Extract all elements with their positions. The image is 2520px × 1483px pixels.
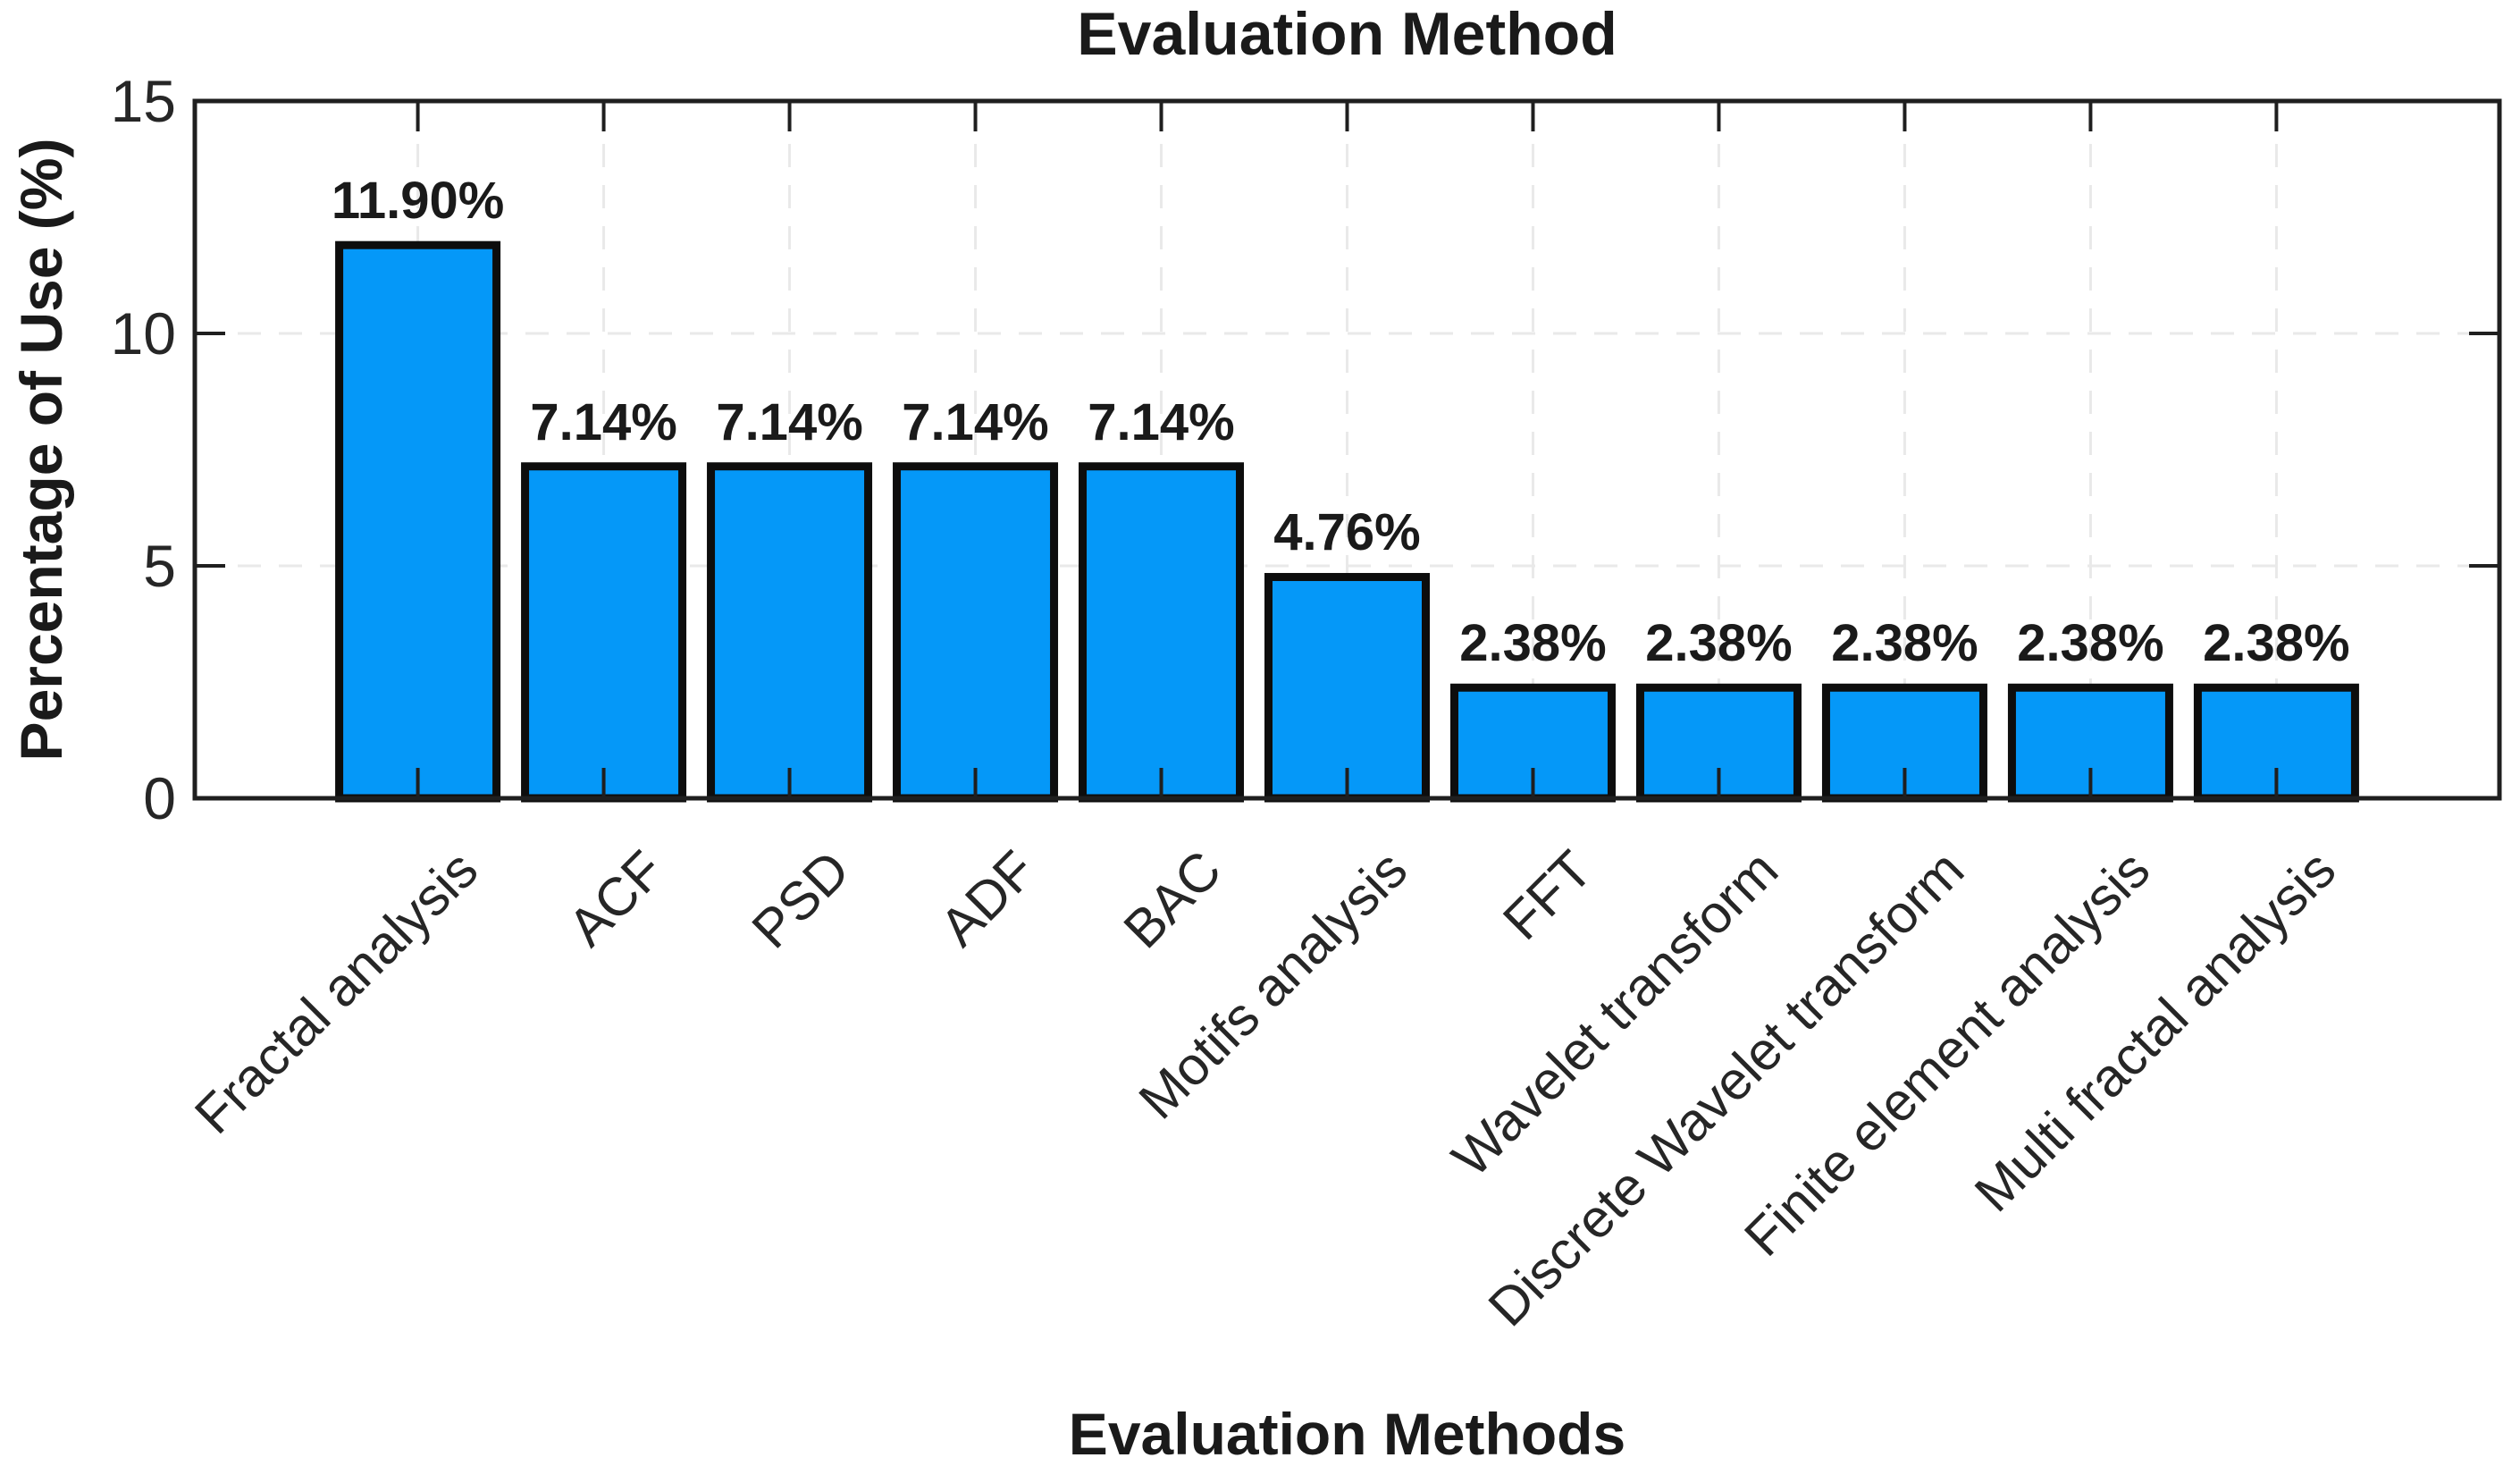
bar-value-label: 2.38% — [2017, 614, 2164, 673]
bar-value-label: 2.38% — [2203, 614, 2350, 673]
bar-value-label: 2.38% — [1459, 614, 1607, 673]
chart-title: Evaluation Method — [1077, 0, 1617, 68]
bar-value-label: 2.38% — [1645, 614, 1793, 673]
bar-value-label: 2.38% — [1831, 614, 1978, 673]
bar-value-label: 4.76% — [1273, 503, 1421, 562]
bar-value-label: 11.90% — [331, 172, 505, 231]
bar-value-label: 7.14% — [530, 392, 677, 451]
bar-value-label: 7.14% — [716, 392, 863, 451]
bar-value-label: 7.14% — [902, 392, 1049, 451]
y-tick-label: 5 — [143, 533, 176, 599]
bar — [707, 462, 873, 803]
bar — [335, 240, 501, 803]
bar-value-label: 7.14% — [1088, 392, 1235, 451]
bar — [893, 462, 1059, 803]
bar — [521, 462, 687, 803]
axis-box — [192, 98, 2502, 801]
bar — [1264, 572, 1430, 803]
x-axis-label: Evaluation Methods — [1068, 1401, 1626, 1467]
y-tick-label: 15 — [110, 68, 176, 134]
y-tick-label: 0 — [143, 765, 176, 831]
y-tick-label: 10 — [110, 300, 176, 367]
bar — [1079, 462, 1245, 803]
